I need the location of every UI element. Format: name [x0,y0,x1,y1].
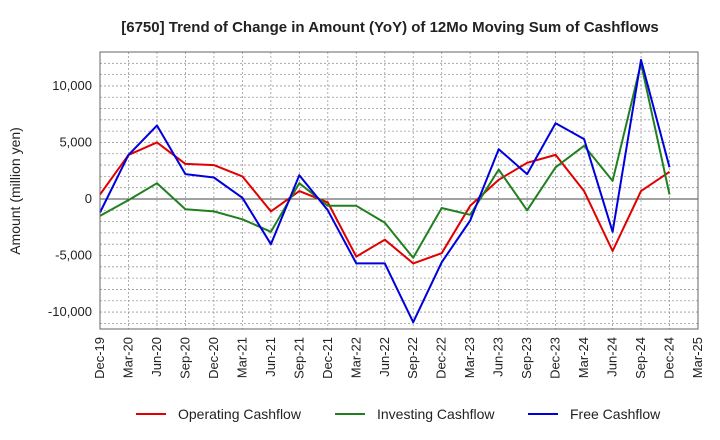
grid-lines [99,51,699,329]
legend-label: Investing Cashflow [377,406,495,422]
y-axis-label: Amount (million yen) [7,127,23,255]
series-lines [99,58,671,324]
legend-label: Free Cashflow [570,406,661,422]
x-tick-label: Dec-19 [92,337,107,379]
x-tick-label: Jun-20 [149,337,164,377]
x-tick-label: Mar-23 [462,337,477,378]
x-tick-label: Dec-21 [320,337,335,379]
y-tick-label: -5,000 [55,248,92,263]
chart-title: [6750] Trend of Change in Amount (YoY) o… [121,19,659,36]
x-tick-label: Dec-23 [548,337,563,379]
y-tick-label: -10,000 [48,304,92,319]
x-tick-label: Mar-24 [576,337,591,378]
y-tick-label: 0 [85,191,92,206]
x-tick-label: Mar-20 [120,337,135,378]
x-tick-label: Dec-22 [434,337,449,379]
x-tick-label: Mar-21 [234,337,249,378]
x-tick-labels: Dec-19 Mar-20 Jun-20 Sep-20 Dec-20 Mar-21 Jun-… [92,337,705,379]
x-tick-label: Mar-22 [348,337,363,378]
x-tick-label: Sep-24 [633,337,648,379]
x-tick-label: Mar-25 [690,337,705,378]
legend: Operating Cashflow Investing Cashflow Free… [136,406,661,422]
x-tick-label: Jun-24 [605,337,620,377]
legend-label: Operating Cashflow [178,406,302,422]
plot-frame [99,51,699,330]
x-tick-label: Sep-21 [291,337,306,379]
x-tick-label: Sep-22 [405,337,420,379]
x-tick-label: Sep-23 [519,337,534,379]
x-tick-label: Dec-20 [206,337,221,379]
series-line-free-cashflow [99,58,671,324]
x-tick-label: Jun-22 [377,337,392,377]
x-tick-label: Dec-24 [662,337,677,379]
y-tick-labels: 10,000 5,000 0 -5,000 -10,000 [48,78,92,319]
x-tick-label: Jun-21 [263,337,278,377]
x-tick-label: Sep-20 [177,337,192,379]
series-line-investing-cashflow [99,62,671,259]
y-tick-label: 5,000 [59,134,92,149]
x-tick-label: Jun-23 [491,337,506,377]
y-tick-label: 10,000 [52,78,92,93]
series-line-operating-cashflow [99,141,671,265]
